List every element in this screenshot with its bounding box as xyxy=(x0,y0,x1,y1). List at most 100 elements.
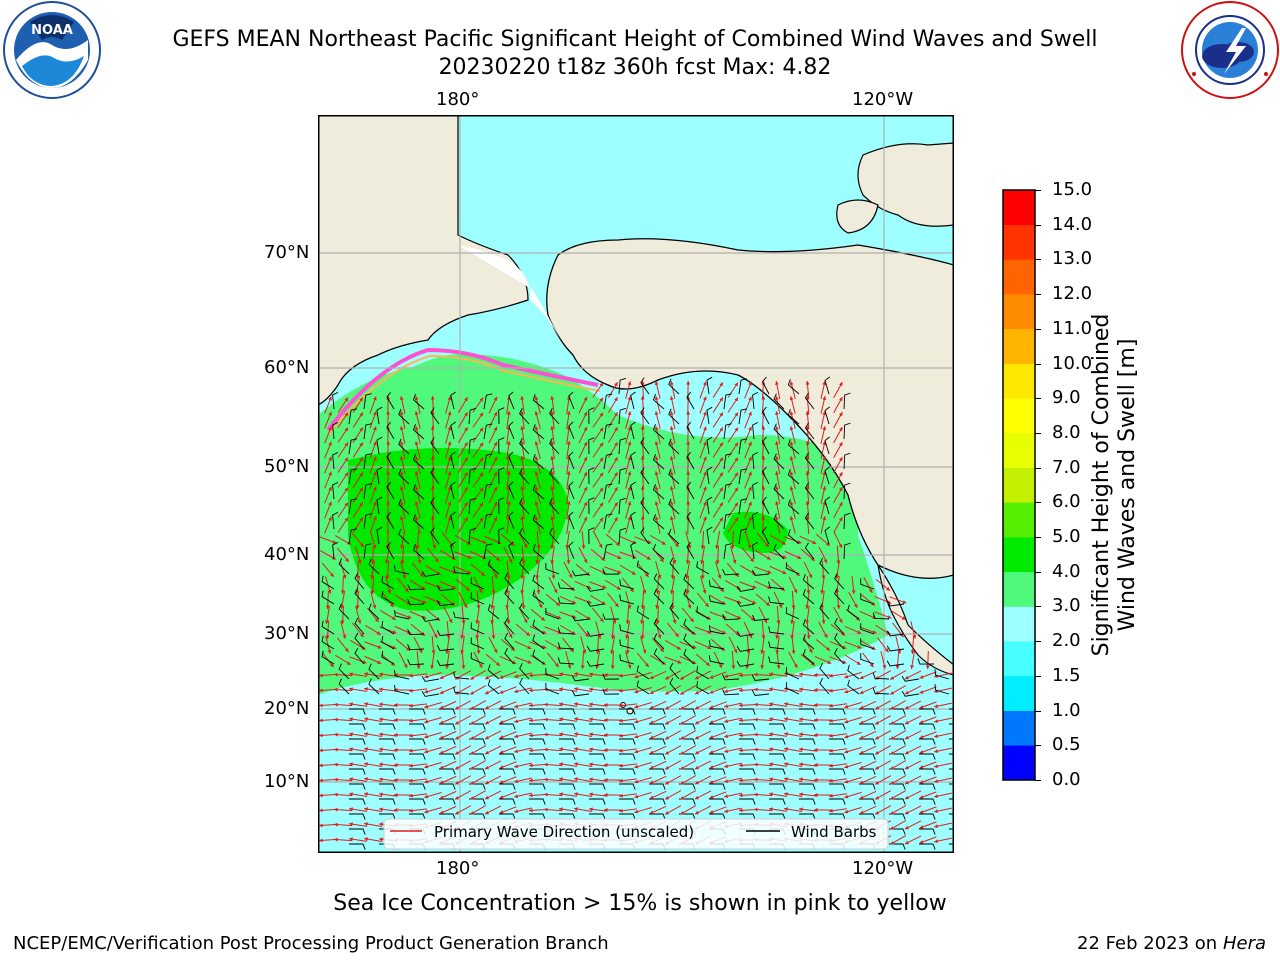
wave-direction-arrowhead xyxy=(724,689,729,694)
wave-direction-arrowhead xyxy=(478,588,483,593)
wave-direction-arrowhead xyxy=(859,795,864,800)
wave-direction-arrowhead xyxy=(694,780,699,785)
wind-barb xyxy=(804,452,815,470)
wave-direction-arrowhead xyxy=(686,486,691,490)
wave-direction-arrowhead xyxy=(529,718,533,723)
wave-direction-arrowhead xyxy=(822,426,827,431)
wave-direction-arrowhead xyxy=(680,721,685,725)
wave-direction-arrowhead xyxy=(464,397,468,402)
wind-barb xyxy=(407,598,425,606)
wind-barb xyxy=(686,511,695,530)
colorbar-tick-mark xyxy=(1035,259,1041,261)
wave-direction-arrowhead xyxy=(739,793,743,798)
wind-barb xyxy=(483,513,493,530)
wave-direction-arrowhead xyxy=(844,719,849,724)
wind-barb xyxy=(917,658,935,665)
colorbar-tick-label: 1.5 xyxy=(1052,664,1081,686)
wind-barb xyxy=(409,753,426,760)
wave-direction-arrowhead xyxy=(499,720,504,724)
wave-direction-arrowhead xyxy=(709,675,714,679)
wave-direction-arrowhead xyxy=(514,719,519,724)
wind-barb xyxy=(499,798,516,805)
wave-direction-arrowhead xyxy=(349,807,353,812)
wind-barb xyxy=(519,468,530,485)
wave-direction-arrowhead xyxy=(748,396,752,401)
wind-barb xyxy=(586,630,605,637)
wind-barb xyxy=(919,738,936,745)
wind-barb xyxy=(568,541,575,560)
wave-direction-arrowhead xyxy=(359,517,363,522)
wind-barb xyxy=(683,633,695,650)
wave-direction-arrowhead xyxy=(439,750,444,754)
colorbar-tick-mark xyxy=(1035,502,1041,504)
wave-direction-arrowhead xyxy=(814,748,818,752)
wind-barb xyxy=(683,648,695,665)
wind-barb xyxy=(686,451,695,470)
wave-direction-arrowhead xyxy=(447,486,452,491)
wave-direction-arrowhead xyxy=(748,441,752,446)
wave-direction-arrowhead xyxy=(574,672,578,676)
wave-direction-arrowhead xyxy=(470,766,475,770)
colorbar-tick-label: 9.0 xyxy=(1052,387,1081,409)
wave-direction-arrowhead xyxy=(534,456,539,461)
wind-barb xyxy=(508,481,515,500)
wind-barb xyxy=(407,658,425,666)
wind-barb xyxy=(439,708,456,715)
wave-direction-arrowhead xyxy=(583,426,588,431)
wind-barb xyxy=(450,451,456,470)
wind-barb xyxy=(934,684,950,695)
wave-direction-arrowhead xyxy=(556,646,561,650)
wind-barb xyxy=(769,723,786,730)
wind-barb xyxy=(398,498,410,515)
wind-barb xyxy=(802,574,815,590)
colorbar-swatch xyxy=(1003,259,1035,295)
wind-barb xyxy=(379,738,396,745)
wave-direction-arrowhead xyxy=(452,585,457,589)
wind-barb xyxy=(636,605,650,620)
colorbar-tick-mark xyxy=(1035,780,1041,781)
wind-barb xyxy=(847,604,860,620)
wind-barb xyxy=(761,466,770,485)
wind-barb xyxy=(363,543,372,560)
wind-barb xyxy=(618,377,626,395)
wind-barb xyxy=(412,543,425,560)
wave-direction-arrowhead xyxy=(709,720,714,724)
wind-barb xyxy=(649,753,666,760)
wave-direction-arrowhead xyxy=(373,411,377,416)
wave-direction-arrowhead xyxy=(525,632,530,636)
wave-direction-arrowhead xyxy=(583,396,588,401)
wave-direction-arrowhead xyxy=(750,617,755,621)
wind-barb xyxy=(398,468,410,485)
wave-direction-arrowhead xyxy=(844,779,849,784)
wave-direction-arrowhead xyxy=(904,795,909,800)
wave-direction-arrowhead xyxy=(399,486,404,491)
wave-direction-arrowhead xyxy=(844,734,849,739)
wave-direction-arrowhead xyxy=(550,396,555,400)
wave-direction-arrowhead xyxy=(617,555,622,559)
wind-barb xyxy=(557,597,575,605)
wave-direction-arrowhead xyxy=(703,486,707,491)
wave-direction-arrowhead xyxy=(890,781,895,785)
wave-direction-arrowhead xyxy=(680,736,685,740)
wind-barb xyxy=(829,723,846,730)
wave-direction-arrowhead xyxy=(649,675,654,679)
wave-direction-arrowhead xyxy=(661,661,666,665)
wave-direction-arrowhead xyxy=(614,382,618,387)
wind-barb xyxy=(722,569,740,576)
wave-direction-arrowhead xyxy=(599,502,604,507)
wave-direction-arrowhead xyxy=(859,750,864,755)
wave-direction-arrowhead xyxy=(669,516,674,521)
wave-direction-arrowhead xyxy=(691,631,696,635)
colorbar-tick-label: 3.0 xyxy=(1052,595,1081,617)
colorbar-tick-label: 15.0 xyxy=(1052,179,1093,200)
wave-direction-arrowhead xyxy=(550,441,555,445)
wave-direction-arrowhead xyxy=(447,426,452,431)
wind-barb xyxy=(529,813,546,820)
wave-direction-arrowhead xyxy=(754,717,758,722)
wind-barb xyxy=(602,613,620,620)
wave-direction-arrowhead xyxy=(890,691,895,695)
wind-barb xyxy=(640,437,650,455)
wind-barb xyxy=(532,589,545,605)
wind-barb xyxy=(498,437,505,455)
wave-direction-arrowhead xyxy=(344,472,348,477)
